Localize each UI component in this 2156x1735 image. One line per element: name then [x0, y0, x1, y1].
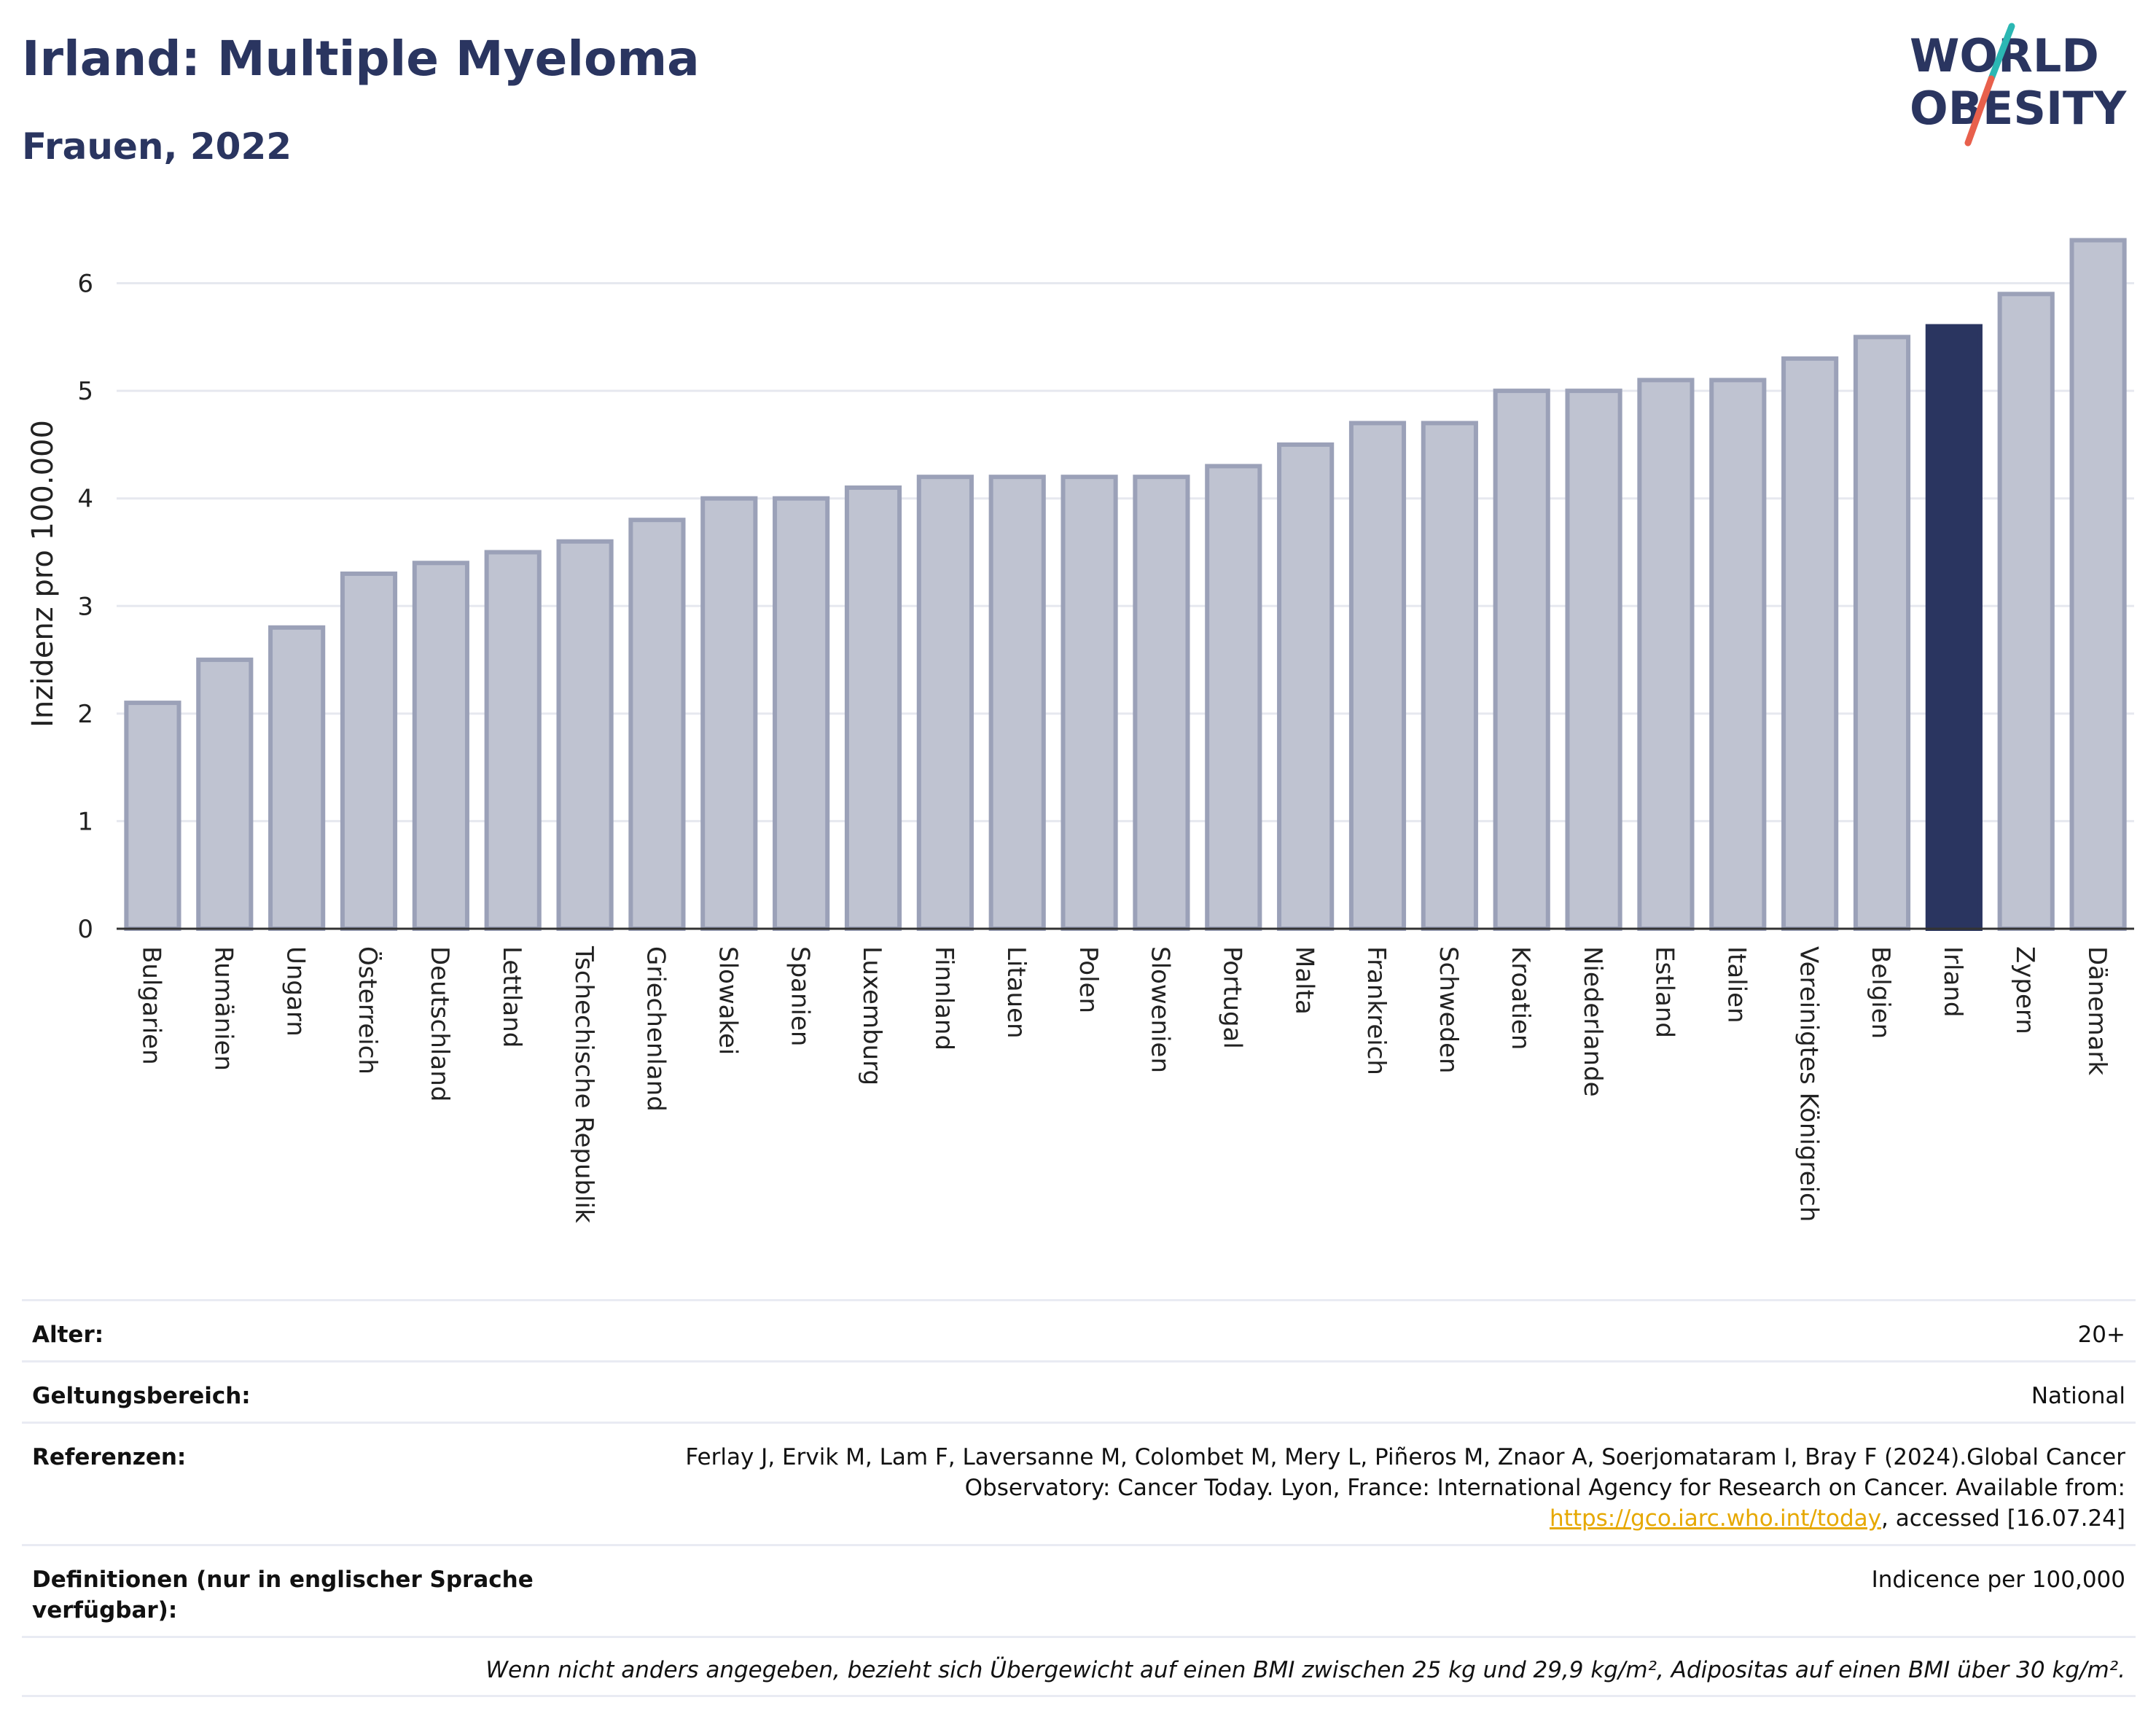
- x-category-label: Portugal: [1217, 946, 1246, 1049]
- logo-word-obesity: OBESITY: [1910, 82, 2127, 135]
- footnote: Wenn nicht anders angegeben, bezieht sic…: [485, 1657, 2125, 1683]
- x-category-label: Kroatien: [1506, 946, 1535, 1050]
- bar-estland: [1637, 378, 1695, 931]
- x-category-label: Slowakei: [713, 946, 742, 1055]
- bar-dänemark: [2069, 238, 2127, 931]
- bar-schweden: [1421, 421, 1478, 931]
- x-category-label: Schweden: [1434, 946, 1463, 1074]
- bar-österreich: [340, 572, 398, 931]
- x-category-label: Slowenien: [1146, 946, 1175, 1073]
- x-category-label: Belgien: [1866, 946, 1895, 1039]
- bars: [124, 238, 2127, 932]
- bar-rumänien: [196, 658, 254, 931]
- bar-ungarn: [268, 625, 326, 932]
- world-obesity-logo: WORLD OBESITY: [1910, 23, 2127, 147]
- bar-belgien: [1853, 335, 1911, 932]
- x-axis-labels: Bulgarien Rumänien Ungarn Österreich Deutsch…: [137, 946, 2112, 1223]
- x-category-label: Lettland: [497, 946, 526, 1048]
- x-category-label: Frankreich: [1362, 946, 1391, 1075]
- y-tick-label: 5: [77, 377, 93, 406]
- x-category-label: Luxemburg: [857, 946, 886, 1085]
- y-axis-label: Inzidenz pro 100.000: [26, 420, 60, 728]
- x-category-label: Bulgarien: [137, 946, 166, 1065]
- x-category-label: Rumänien: [208, 946, 238, 1071]
- info-row-scope: Geltungsbereich: National: [22, 1360, 2136, 1422]
- x-category-label: Griechenland: [641, 946, 671, 1112]
- info-table: Alter: 20+ Geltungsbereich: National Ref…: [22, 1299, 2136, 1697]
- x-category-label: Litauen: [1001, 946, 1031, 1039]
- bar-slowakei: [700, 496, 758, 931]
- bar-portugal: [1205, 464, 1262, 931]
- logo-slash-bottom: [1964, 75, 1995, 147]
- y-tick-label: 4: [77, 485, 93, 514]
- bar-vereinigtes-königreich: [1781, 356, 1839, 931]
- age-label: Alter:: [32, 1322, 104, 1348]
- x-category-label: Deutschland: [425, 946, 454, 1102]
- bar-italien: [1709, 378, 1767, 931]
- bar-polen: [1061, 475, 1118, 931]
- bar-griechenland: [628, 518, 686, 931]
- bar-irland: [1925, 324, 1983, 931]
- references-label: Referenzen:: [32, 1444, 187, 1470]
- bar-tschechische-republik: [556, 539, 614, 931]
- bar-lettland: [484, 550, 542, 931]
- x-category-label: Österreich: [353, 946, 383, 1075]
- x-category-label: Zypern: [2010, 946, 2039, 1034]
- page-subtitle: Frauen, 2022: [22, 125, 292, 168]
- references-text: Ferlay J, Ervik M, Lam F, Laversanne M, …: [685, 1444, 2125, 1501]
- y-tick-label: 0: [77, 915, 93, 944]
- x-category-label: Niederlande: [1578, 946, 1607, 1097]
- bar-litauen: [988, 475, 1046, 931]
- definitions-label: Definitionen (nur in englischer Sprache …: [32, 1567, 534, 1623]
- x-category-label: Tschechische Republik: [569, 946, 598, 1223]
- y-tick-label: 3: [77, 592, 93, 621]
- page-title: Irland: Multiple Myeloma: [22, 31, 700, 87]
- scope-value: National: [2031, 1383, 2125, 1409]
- x-category-label: Irland: [1938, 946, 1967, 1017]
- y-axis-ticks: 0 1 2 3 4 5 6: [77, 270, 93, 944]
- x-category-label: Polen: [1074, 946, 1103, 1013]
- x-category-label: Estland: [1650, 946, 1679, 1038]
- x-category-label: Italien: [1722, 946, 1751, 1024]
- x-category-label: Dänemark: [2082, 946, 2112, 1075]
- bar-luxemburg: [844, 485, 902, 931]
- y-tick-label: 6: [77, 270, 93, 299]
- references-value: Ferlay J, Ervik M, Lam F, Laversanne M, …: [631, 1443, 2125, 1544]
- logo-slash-top: [1988, 23, 2015, 82]
- info-row-definitions: Definitionen (nur in englischer Sprache …: [22, 1544, 2136, 1636]
- bar-frankreich: [1348, 421, 1407, 931]
- bar-spanien: [773, 496, 830, 931]
- references-link[interactable]: https://gco.iarc.who.int/today: [1550, 1505, 1881, 1532]
- info-row-age: Alter: 20+: [22, 1299, 2136, 1360]
- bar-bulgarien: [124, 701, 181, 931]
- bar-finnland: [916, 475, 974, 931]
- bar-slowenien: [1133, 475, 1190, 931]
- x-category-label: Ungarn: [281, 946, 310, 1037]
- x-category-label: Vereinigtes Königreich: [1794, 946, 1823, 1222]
- scope-label: Geltungsbereich:: [32, 1383, 251, 1409]
- bar-zypern: [1997, 292, 2055, 931]
- age-value: 20+: [2077, 1322, 2125, 1348]
- bar-niederlande: [1565, 389, 1622, 931]
- bar-chart: 0 1 2 3 4 5 6 Bulgarien Rumänien Ungarn Österreic…: [26, 238, 2134, 1223]
- x-category-label: Spanien: [785, 946, 814, 1046]
- y-tick-label: 2: [77, 700, 93, 729]
- x-category-label: Finnland: [929, 946, 958, 1050]
- references-accessed: , accessed [16.07.24]: [1880, 1505, 2125, 1532]
- info-row-note: Wenn nicht anders angegeben, bezieht sic…: [22, 1636, 2136, 1697]
- definitions-value: Indicence per 100,000: [1871, 1567, 2125, 1593]
- bar-malta: [1277, 442, 1335, 931]
- bar-deutschland: [412, 561, 469, 931]
- info-row-references: Referenzen: Ferlay J, Ervik M, Lam F, La…: [22, 1422, 2136, 1544]
- x-category-label: Malta: [1289, 946, 1319, 1015]
- bar-kroatien: [1493, 389, 1550, 931]
- y-tick-label: 1: [77, 807, 93, 836]
